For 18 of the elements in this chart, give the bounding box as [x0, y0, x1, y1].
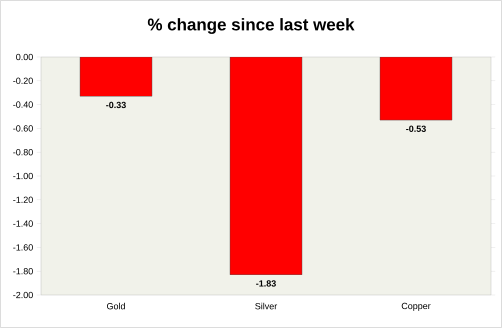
y-tick-label: -1.20: [13, 196, 33, 203]
y-tick-label: -0.80: [13, 149, 33, 156]
x-tick-label: Silver: [255, 302, 278, 310]
y-tick-label: -1.60: [13, 244, 33, 251]
data-label: -0.53: [406, 126, 426, 132]
y-tick-label: -0.60: [13, 125, 33, 132]
data-label: -1.83: [256, 280, 276, 287]
x-tick-label: Copper: [402, 302, 431, 311]
y-tick-label: -1.40: [13, 220, 33, 227]
y-tick-label: -0.20: [13, 78, 33, 84]
y-tick-label: -2.00: [13, 292, 33, 298]
y-tick-label: -1.00: [13, 172, 33, 180]
y-tick-label: -0.40: [13, 101, 33, 108]
data-label: -0.33: [106, 102, 126, 108]
y-tick-label: 0.00: [16, 54, 33, 60]
chart-title: % change since last week: [148, 18, 355, 34]
y-tick-label: -1.80: [13, 268, 33, 274]
x-tick-label: Gold: [106, 302, 125, 310]
